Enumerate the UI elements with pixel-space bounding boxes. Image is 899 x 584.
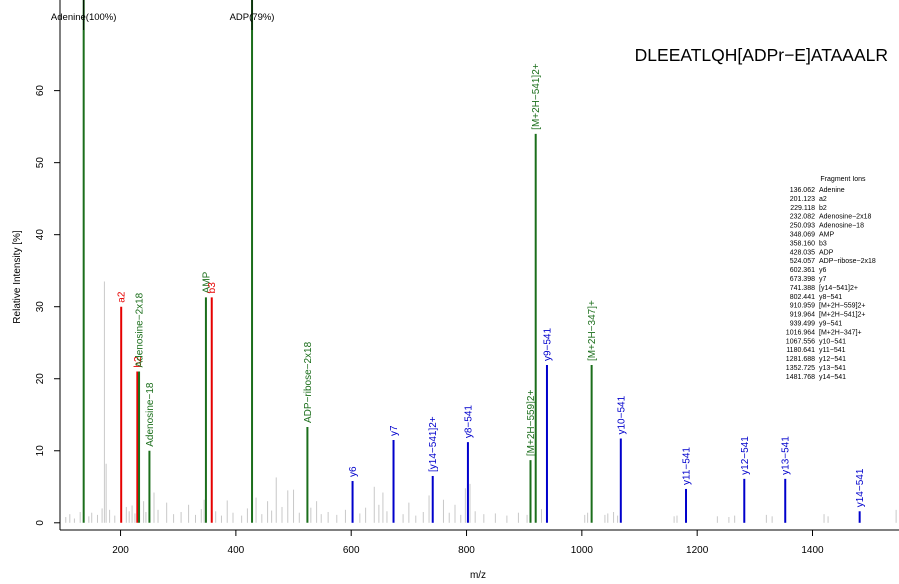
x-tick-label: 1400 <box>801 545 824 556</box>
peak-label-y14-541: y14−541 <box>855 468 866 507</box>
legend-ion-name: y12−541 <box>819 356 846 363</box>
legend-ion-name: [M+2H−541]2+ <box>819 312 866 319</box>
legend-mz: 201.123 <box>790 196 815 203</box>
y-tick-label: 40 <box>35 229 46 241</box>
legend-mz: 232.082 <box>790 214 815 221</box>
y-tick-label: 10 <box>35 445 46 457</box>
peak-label-y10-541: y10−541 <box>616 395 627 434</box>
peak-label-amp: AMP <box>201 271 212 293</box>
legend-ion-name: Adenine <box>819 187 845 194</box>
legend-ion-name: Adenosine−18 <box>819 223 864 230</box>
y-tick-label: 20 <box>35 373 46 385</box>
peak-label-b2: b2 <box>133 356 144 368</box>
legend-ion-name: y11−541 <box>819 347 846 354</box>
x-tick-label: 1200 <box>686 545 709 556</box>
legend-ion-name: y6 <box>819 267 827 274</box>
legend-ion-name: AMP <box>819 232 835 239</box>
legend-ion-name: [M+2H−559]2+ <box>819 303 866 310</box>
peak-label-y11-541: y11−541 <box>682 447 693 485</box>
unassigned-peaks-layer <box>65 281 897 523</box>
clipped-peak-labels-layer: Adenine(100%) ADP(79%) <box>51 0 275 30</box>
legend-ion-name: y9−541 <box>819 321 842 328</box>
peak-label-y13-541: y13−541 <box>781 436 792 475</box>
legend-mz: 802.441 <box>790 294 815 301</box>
peak-label-adenosine-2x18: Adenosine−2x18 <box>135 292 146 367</box>
legend-mz: 524.057 <box>790 258 815 265</box>
peak-label-y9-541: y9−541 <box>542 328 553 362</box>
y-tick-label: 50 <box>35 157 46 169</box>
legend-ion-name: y7 <box>819 276 827 283</box>
y-axis-label: Relative Intensity [%] <box>12 230 23 324</box>
legend-mz: 428.035 <box>790 249 815 256</box>
legend-ion-name: y10−541 <box>819 338 846 345</box>
legend-mz: 939.499 <box>790 321 815 328</box>
legend-mz: 673.398 <box>790 276 815 283</box>
legend-ion-name: b3 <box>819 240 827 247</box>
legend-ion-name: y14−541 <box>819 374 846 381</box>
legend-mz: 741.388 <box>790 285 815 292</box>
legend-ion-name: a2 <box>819 196 827 203</box>
peak-label-y14-541-2: [y14−541]2+ <box>428 416 439 472</box>
legend-ion-name: [y14−541]2+ <box>819 285 858 292</box>
legend-title: Fragment Ions <box>820 176 866 183</box>
legend-mz: 1352.725 <box>786 365 815 372</box>
peak-label-y6: y6 <box>348 466 359 477</box>
legend-mz: 1016.964 <box>786 329 815 336</box>
x-tick-label: 800 <box>458 545 475 556</box>
peak-label-b3: b3 <box>207 282 218 294</box>
legend-ion-name: b2 <box>819 205 827 212</box>
clipped-peak-label: ADP(79%) <box>230 12 275 23</box>
legend-mz: 1067.556 <box>786 338 815 345</box>
legend-mz: 1281.688 <box>786 356 815 363</box>
clipped-peak-label: Adenine(100%) <box>51 12 117 23</box>
legend-ion-name: y13−541 <box>819 365 846 372</box>
peak-label-m-2h-347: [M+2H−347]+ <box>587 300 598 361</box>
y-tick-label: 30 <box>35 301 46 313</box>
peak-label-adenosine-18: Adenosine−18 <box>145 382 156 447</box>
fragment-ions-legend: Fragment Ions 136.062 Adenine 201.123 a2 229… <box>786 176 876 381</box>
legend-ion-name: ADP−ribose−2x18 <box>819 258 876 265</box>
legend-mz: 358.160 <box>790 240 815 247</box>
legend-mz: 602.361 <box>790 267 815 274</box>
chart-title: DLEEATLQH[ADPr−E]ATAAALR <box>635 45 888 65</box>
peak-label-m-2h-559-2: [M+2H−559]2+ <box>526 390 537 457</box>
legend-mz: 1481.768 <box>786 374 815 381</box>
legend-mz: 250.093 <box>790 223 815 230</box>
legend-mz: 1180.641 <box>786 347 815 354</box>
axes-layer: 200 400 600 800 1000 1200 1400 0 10 20 30 40 50 60 <box>35 0 899 556</box>
peak-label-y7: y7 <box>389 425 400 436</box>
peak-label-adp-ribose-2x18: ADP−ribose−2x18 <box>303 341 314 423</box>
x-tick-label: 400 <box>228 545 245 556</box>
y-tick-label: 0 <box>35 520 46 526</box>
peak-label-m-2h-541-2: [M+2H−541]2+ <box>531 63 542 130</box>
legend-ion-name: [M+2H−347]+ <box>819 329 862 336</box>
peak-label-y12-541: y12−541 <box>740 436 751 475</box>
legend-mz: 919.964 <box>790 312 815 319</box>
fragment-peaks-layer <box>82 0 861 523</box>
legend-ion-name: y8−541 <box>819 294 842 301</box>
legend-mz: 229.118 <box>790 205 815 212</box>
legend-mz: 348.069 <box>790 232 815 239</box>
x-tick-label: 600 <box>343 545 360 556</box>
legend-mz: 136.062 <box>790 187 815 194</box>
peak-label-y8-541: y8−541 <box>463 405 474 439</box>
legend-ion-name: ADP <box>819 249 834 256</box>
y-tick-label: 60 <box>35 85 46 97</box>
legend-ion-name: Adenosine−2x18 <box>819 214 871 221</box>
fragment-labels-layer: a2b2Adenosine−2x18Adenosine−18AMPb3ADP−r… <box>117 63 866 507</box>
x-tick-label: 200 <box>112 545 129 556</box>
peak-label-a2: a2 <box>117 291 128 303</box>
x-tick-label: 1000 <box>571 545 594 556</box>
x-axis-label: m/z <box>470 570 486 581</box>
legend-mz: 910.959 <box>790 303 815 310</box>
